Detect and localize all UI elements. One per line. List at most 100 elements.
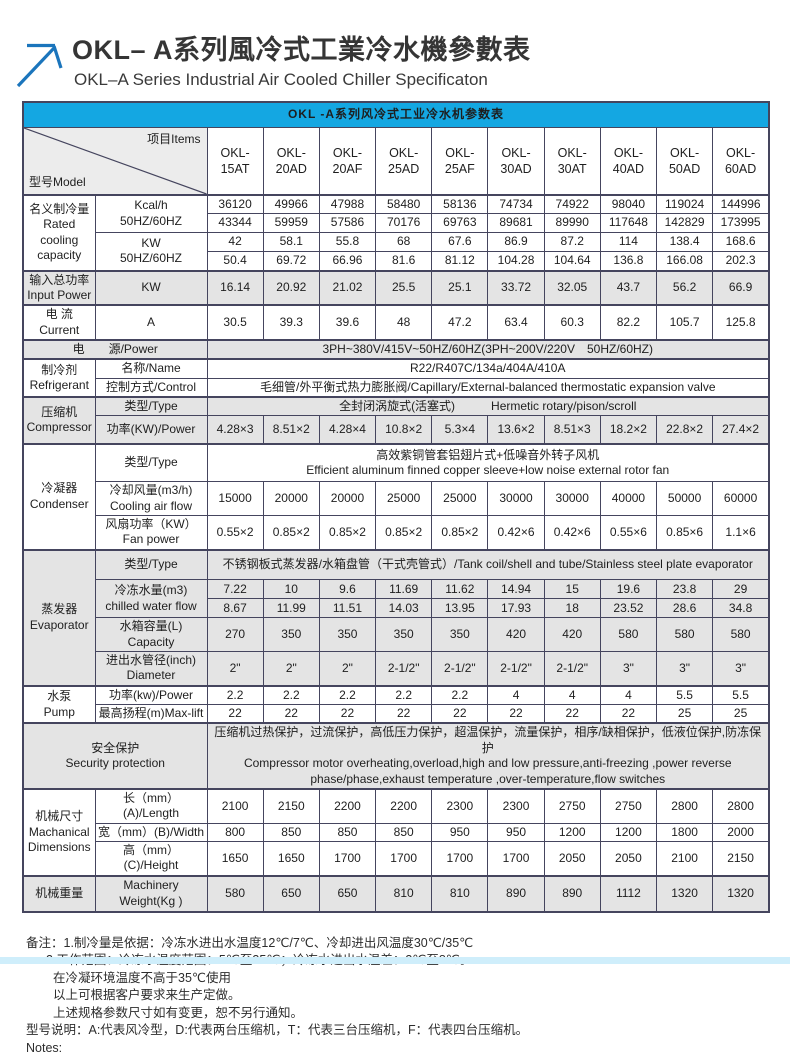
table-cell: 850 — [262, 822, 320, 842]
table-cell: 2300 — [487, 787, 545, 824]
table-cell: 14.03 — [375, 598, 433, 619]
evaporator-diameter-row: 进出水管径(inch) Diameter 2" 2" 2" 2-1/2" 2-1/2" 2… — [23, 651, 770, 687]
table-cell: 2.2 — [262, 684, 320, 706]
table-cell: 30000 — [543, 481, 601, 517]
page-subtitle: OKL–A Series Industrial Air Cooled Chill… — [74, 70, 488, 89]
page: OKL– A系列風冷式工業冷水機參數表 OKL–A Series Industr… — [0, 33, 790, 1055]
table-cell: 350 — [318, 617, 377, 653]
condenser-type-row: 冷凝器 Condenser 类型/Type 高效紫铜管套铝翅片式+低噪音外转子风… — [22, 442, 770, 551]
table-cell: 39.6 — [318, 304, 377, 341]
table-cell: 28.6 — [655, 598, 714, 619]
table-cell: 58.1 — [262, 232, 320, 252]
table-cell: 25 — [712, 704, 770, 724]
table-cell: 22 — [599, 704, 658, 724]
table-cell: 1.1×6 — [712, 515, 770, 551]
dimension-length-row: 机械尺寸 Machanical Dimensions 长（mm）(A)/Leng… — [22, 787, 770, 877]
rated-kcal50-row: 名义制冷量 Rated cooling capacity Kcal/h 50HZ… — [22, 193, 770, 271]
table-cell: 20.92 — [262, 269, 320, 306]
table-cell: 2000 — [712, 822, 770, 842]
table-cell: 1700 — [375, 840, 433, 877]
table-cell: 2" — [206, 651, 264, 687]
table-cell: 144996 — [712, 193, 770, 214]
current-row: 电 流 Current A 30.5 39.3 39.6 48 47.2 63.4 60.3… — [22, 304, 770, 341]
table-cell: 11.69 — [375, 579, 433, 600]
table-cell: 82.2 — [599, 304, 658, 341]
table-cell: 10 — [262, 579, 320, 600]
table-cell: 1112 — [599, 874, 658, 913]
table-cell: 2100 — [655, 840, 714, 877]
note-line: 上述规格参数尺寸如有变更，恕不另行通知。 — [53, 1005, 304, 1020]
table-cell: 74734 — [487, 193, 545, 214]
table-cell: 40000 — [599, 481, 658, 517]
table-cell: 850 — [318, 822, 377, 842]
section-label-condenser: 冷凝器 Condenser — [22, 442, 96, 551]
table-cell: 36120 — [206, 193, 264, 214]
input-power-row: 输入总功率 Input Power KW 16.14 20.92 21.02 25.5… — [22, 269, 770, 306]
table-cell: 8.51×2 — [262, 415, 320, 445]
table-cell: 4 — [599, 684, 658, 706]
section-label-input-power: 输入总功率 Input Power — [22, 269, 96, 306]
table-cell: 81.6 — [375, 251, 433, 271]
section-label-rated: 名义制冷量 Rated cooling capacity — [22, 193, 96, 271]
table-cell: 2200 — [375, 787, 433, 824]
table-cell: 22 — [206, 704, 264, 724]
table-cell: 34.8 — [712, 598, 770, 619]
table-cell: 2150 — [262, 787, 320, 824]
row-label-chilled-water: 冷冻水量(m3) chilled water flow — [94, 579, 208, 619]
table-cell: OKL- 25AD — [375, 126, 433, 195]
table-cell: 58480 — [375, 193, 433, 214]
notes-section: 备注：1.制冷量是依据：冷冻水进出水温度12℃/7℃、冷却进出风温度30℃/35… — [26, 935, 790, 1057]
table-cell: 350 — [431, 617, 489, 653]
corner-items-label: 项目Items — [147, 131, 201, 146]
table-cell: 15000 — [206, 481, 264, 517]
table-cell: 1320 — [655, 874, 714, 913]
table-cell: 2-1/2" — [431, 651, 489, 687]
table-cell: 580 — [712, 617, 770, 653]
section-label-compressor: 压缩机 Compressor — [22, 396, 96, 445]
table-cell: 42 — [206, 232, 264, 252]
row-label-compressor-type: 类型/Type — [94, 396, 208, 417]
table-cell: 98040 — [599, 193, 658, 214]
compressor-type-value: 全封闭涡旋式(活塞式) Hermetic rotary/pison/scroll — [206, 396, 770, 417]
table-cell: 81.12 — [431, 251, 489, 271]
evaporator-type-row: 蒸发器 Evaporator 类型/Type 不锈钢板式蒸发器/水箱盘管（干式壳… — [22, 548, 770, 687]
table-cell: 66.9 — [712, 269, 770, 306]
table-cell: 0.85×2 — [318, 515, 377, 551]
compressor-power-row: 功率(KW)/Power 4.28×3 8.51×2 4.28×4 10.8×2 5.3… — [23, 415, 770, 445]
note-line: 型号说明：A:代表风冷型，D:代表两台压缩机，T：代表三台压缩机，F：代表四台压… — [26, 1023, 529, 1038]
corner-model-label: 型号Model — [29, 175, 86, 190]
pump-lift-row: 最高扬程(m)Max-lift 22 22 22 22 22 22 22 22 25 25 — [23, 704, 770, 724]
table-cell: 23.52 — [599, 598, 658, 619]
condenser-type-value: 高效紫铜管套铝翅片式+低噪音外转子风机 Efficient aluminum f… — [206, 442, 770, 483]
table-cell: 29 — [712, 579, 770, 600]
note-line: Notes: — [26, 1040, 63, 1055]
table-cell: 70176 — [375, 213, 433, 233]
pump-power-row: 水泵 Pump 功率(kw)/Power 2.2 2.2 2.2 2.2 2.2 4 4 4 5… — [22, 684, 770, 724]
table-cell: 2-1/2" — [487, 651, 545, 687]
table-cell: 2.2 — [431, 684, 489, 706]
table-cell: 0.55×6 — [599, 515, 658, 551]
table-cell: 950 — [431, 822, 489, 842]
table-cell: 18.2×2 — [599, 415, 658, 445]
table-cell: 2750 — [543, 787, 601, 824]
arrow-up-right-icon — [14, 37, 66, 89]
evaporator-type-value: 不锈钢板式蒸发器/水箱盘管（干式壳管式）/Tank coil/shell and… — [206, 548, 770, 581]
table-cell: 202.3 — [712, 251, 770, 271]
table-cell: 2.2 — [318, 684, 377, 706]
section-label-safety: 安全保护 Security protection — [22, 722, 208, 790]
table-cell: 32.05 — [543, 269, 601, 306]
table-cell: 47.2 — [431, 304, 489, 341]
table-cell: 4 — [487, 684, 545, 706]
table-cell: 3" — [712, 651, 770, 687]
evaporator-water50-row: 冷冻水量(m3) chilled water flow 7.22 10 9.6 11.… — [23, 579, 770, 619]
table-cell: 350 — [262, 617, 320, 653]
table-cell: 1200 — [599, 822, 658, 842]
row-label-max-lift: 最高扬程(m)Max-lift — [94, 704, 208, 724]
table-cell: 950 — [487, 822, 545, 842]
title-block: OKL– A系列風冷式工業冷水機參數表 OKL–A Series Industr… — [72, 33, 531, 90]
table-cell: 1650 — [262, 840, 320, 877]
section-label-dimensions: 机械尺寸 Machanical Dimensions — [22, 787, 96, 877]
rated-kw50-row: KW 50HZ/60HZ 42 58.1 55.8 68 67.6 86.9 87.2 114… — [23, 232, 770, 271]
table-cell: 22 — [487, 704, 545, 724]
table-cell: 800 — [206, 822, 264, 842]
